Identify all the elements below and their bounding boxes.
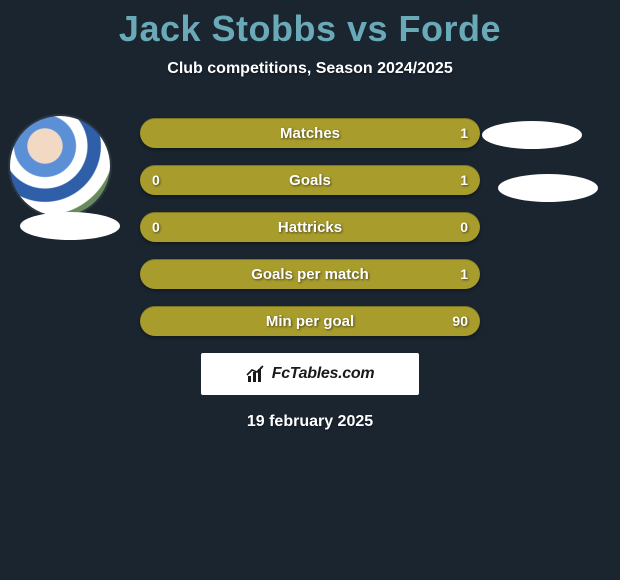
stats-list: Matches 1 0 Goals 1 0 Hattricks 0 Goals … [140,106,480,336]
stat-right-value: 0 [448,219,468,235]
brand-link[interactable]: FcTables.com [201,353,419,395]
stat-right-value: 1 [448,125,468,141]
stat-label: Goals per match [251,266,369,283]
subtitle: Club competitions, Season 2024/2025 [0,60,620,78]
stat-row: 0 Goals 1 [140,165,480,195]
stat-left-value: 0 [152,172,172,188]
stat-row: Min per goal 90 [140,306,480,336]
stat-left-value: 0 [152,219,172,235]
avatar-image [10,116,110,216]
name-pill-right-2 [498,174,598,202]
page-title: Jack Stobbs vs Forde [0,8,620,50]
date-text: 19 february 2025 [0,413,620,431]
name-pill-right-1 [482,121,582,149]
stat-row: Goals per match 1 [140,259,480,289]
stat-row: Matches 1 [140,118,480,148]
stat-right-value: 1 [448,266,468,282]
player-avatar-left [10,116,110,216]
stat-right-value: 90 [448,313,468,329]
stat-right-value: 1 [448,172,468,188]
widget-container: Jack Stobbs vs Forde Club competitions, … [0,0,620,431]
name-pill-left [20,212,120,240]
stat-label: Goals [289,172,331,189]
stat-label: Matches [280,125,340,142]
stat-label: Min per goal [266,313,354,330]
brand-chart-icon [246,365,268,383]
brand-text: FcTables.com [272,365,375,383]
stat-label: Hattricks [278,219,342,236]
stat-row: 0 Hattricks 0 [140,212,480,242]
